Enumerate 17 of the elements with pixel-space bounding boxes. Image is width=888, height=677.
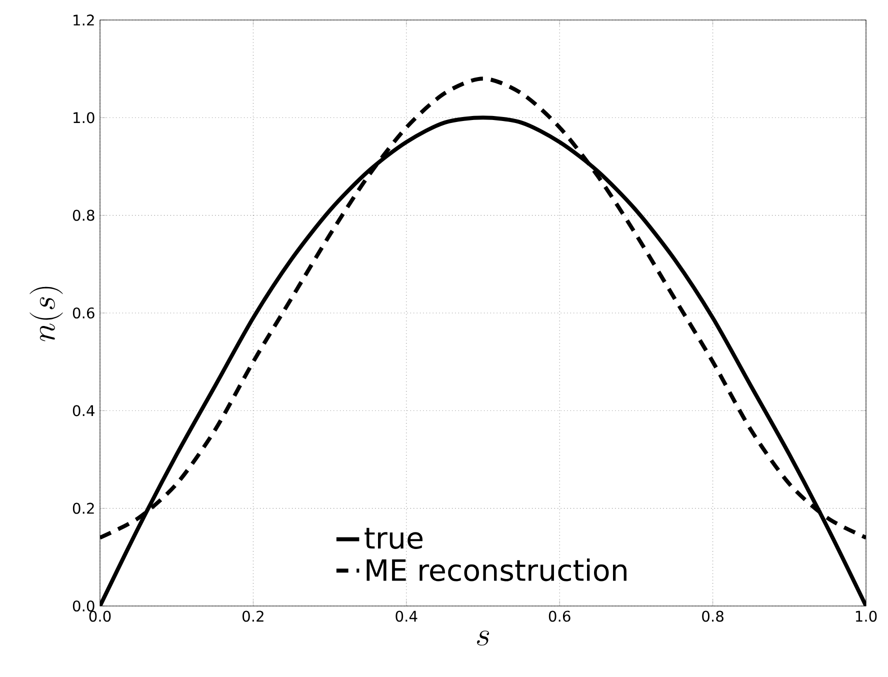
x-tick-label: 0.0: [89, 610, 111, 622]
x-tick-label: 0.8: [702, 610, 724, 622]
y-tick-label: 1.0: [74, 112, 94, 124]
y-axis-title: $n(s)$: [30, 286, 63, 342]
y-tick-label: 1.2: [74, 14, 94, 26]
y-tick-label: 0.4: [72, 405, 94, 416]
y-tick-label: 0.2: [72, 502, 94, 514]
x-tick-label: 0.6: [548, 610, 570, 622]
x-tick-label: 0.4: [396, 610, 418, 622]
y-tick-label: 0.6: [72, 307, 94, 319]
x-tick-label: 0.2: [242, 610, 264, 622]
legend-label: ME reconstruction: [366, 558, 626, 582]
x-tick-label: 1.0: [856, 610, 877, 622]
x-axis-title: $s$: [477, 630, 490, 646]
y-tick-label: 0.0: [72, 600, 94, 612]
y-tick-label: 0.8: [72, 210, 94, 221]
legend-label: true: [364, 528, 423, 549]
